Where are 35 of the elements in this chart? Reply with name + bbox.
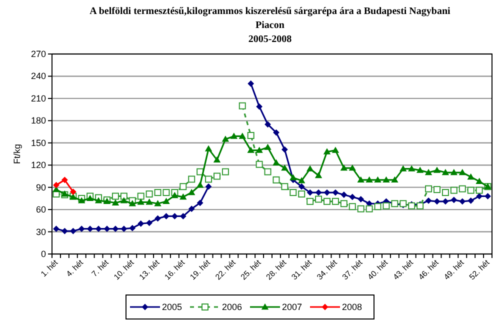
- y-tick-label: 150: [30, 138, 46, 148]
- legend-label: 2005: [162, 302, 182, 312]
- y-tick-label: 120: [30, 160, 46, 170]
- legend-label: 2007: [282, 302, 302, 312]
- x-tick-label: 22. hét: [214, 258, 238, 282]
- x-tick-label: 7. hét: [90, 258, 111, 279]
- x-tick-label: 13. hét: [138, 258, 162, 282]
- y-tick-label: 0: [40, 249, 46, 259]
- y-axis-title: Ft/kg: [12, 144, 22, 164]
- x-tick-label: 40. hét: [366, 258, 390, 282]
- y-tick-label: 270: [30, 49, 46, 59]
- y-tick-label: 180: [30, 116, 46, 126]
- x-tick-label: 34. hét: [315, 258, 340, 282]
- x-tick-label: 16. hét: [162, 258, 188, 282]
- x-tick-label: 46. hét: [416, 258, 441, 282]
- x-tick-label: 52. hét: [468, 258, 492, 282]
- y-tick-label: 30: [36, 226, 46, 237]
- x-tick-label: 4. hét: [64, 258, 86, 279]
- chart-subtitle: 2005-2008: [248, 34, 292, 45]
- y-tick-label: 60: [36, 204, 46, 215]
- legend-label: 2006: [222, 302, 242, 312]
- chart-title: A belföldi termesztésű,kilogrammos kiszerelésű sárgarépa ára a Budapesti Nagybani Piacon: [90, 6, 451, 31]
- x-tick-label: 37. hét: [340, 258, 365, 282]
- y-tick-label: 90: [36, 182, 46, 192]
- y-tick-label: 240: [30, 71, 46, 82]
- x-tick-label: 31. hét: [290, 258, 314, 282]
- x-tick-label: 43. hét: [391, 258, 416, 282]
- x-tick-label: 1. hét: [39, 258, 60, 279]
- x-tick-label: 10. hét: [112, 258, 136, 282]
- x-tick-label: 19. hét: [188, 258, 212, 282]
- x-tick-label: 25. hét: [239, 258, 264, 282]
- x-tick-label: 49. hét: [442, 258, 466, 282]
- legend-label: 2008: [342, 302, 362, 312]
- y-tick-label: 210: [30, 93, 46, 104]
- x-tick-label: 28. hét: [264, 258, 289, 282]
